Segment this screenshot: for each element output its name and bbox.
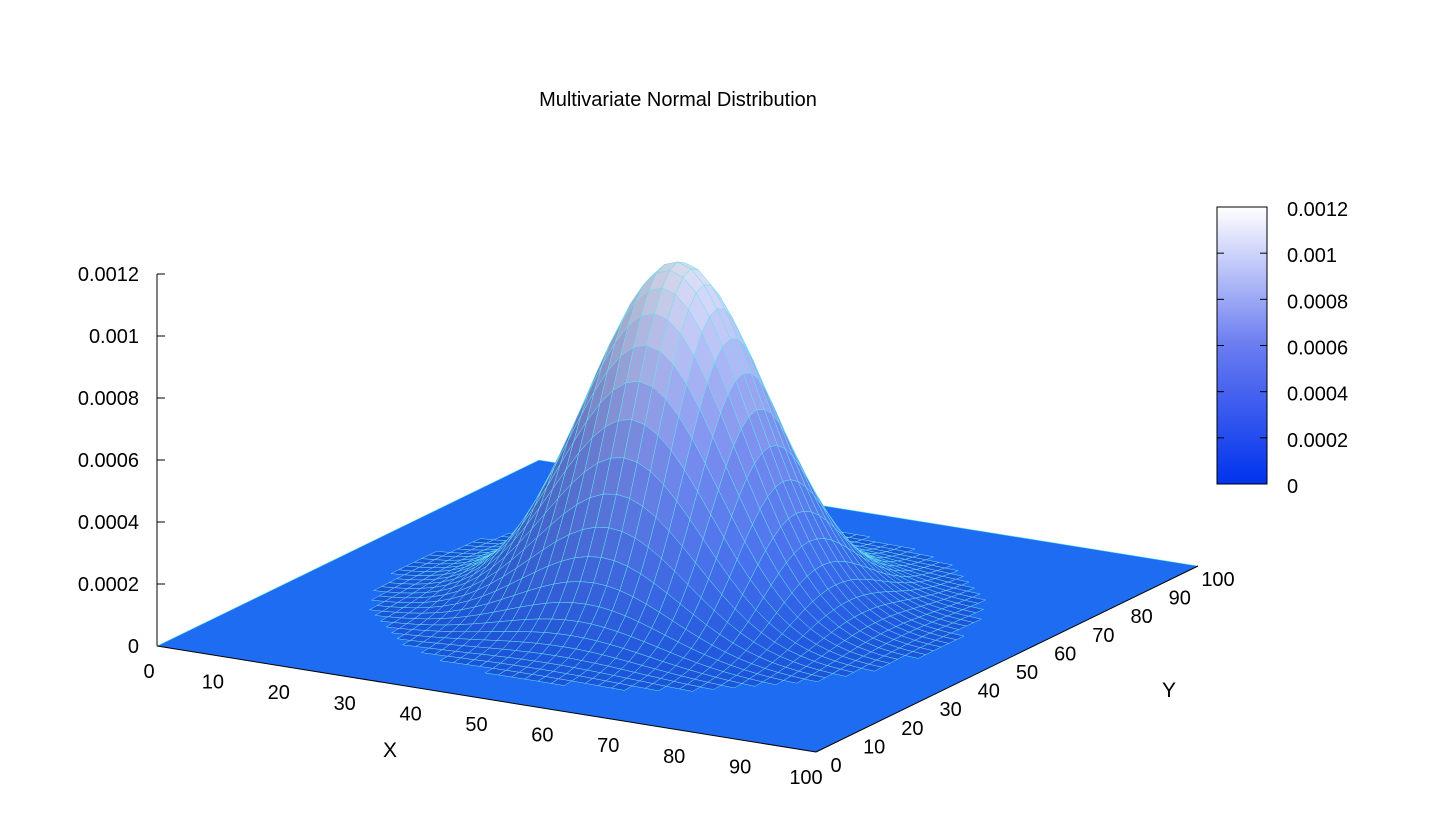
colorbar-tick-label: 0.0004 [1287, 384, 1348, 406]
z-tick-label: 0.0006 [78, 450, 139, 472]
y-axis: 0 10 20 30 40 50 60 70 80 90 100 [815, 565, 1235, 777]
x-tick-label: 0 [143, 661, 154, 683]
surface-cell [644, 683, 667, 692]
z-tick-label: 0.001 [89, 326, 139, 348]
z-tick-label: 0 [128, 636, 139, 658]
colorbar-tick-label: 0.0012 [1287, 199, 1348, 221]
surface-cell [782, 675, 805, 684]
y-tick-label: 30 [939, 699, 961, 721]
z-axis: 0 0.0002 0.0004 0.0006 0.0008 0.001 0.0012 [78, 264, 165, 658]
x-axis-line [156, 645, 817, 753]
y-tick-label: 0 [830, 755, 841, 777]
z-tick-label: 0.0008 [78, 388, 139, 410]
y-tick-label: 20 [901, 718, 923, 740]
colorbar-tick-label: 0.0006 [1287, 338, 1348, 360]
x-tick-label: 80 [663, 746, 685, 768]
x-tick-label: 70 [597, 735, 619, 757]
surface-cell [720, 680, 743, 689]
y-tick-label: 70 [1092, 625, 1114, 647]
x-tick-label: 20 [268, 682, 290, 704]
surface-cell [610, 683, 633, 691]
x-tick-label: 100 [789, 767, 822, 789]
colorbar-tick-label: 0.001 [1287, 245, 1337, 267]
y-axis-label: Y [1162, 679, 1176, 702]
y-axis-line [815, 565, 1199, 753]
colorbar-tick-label: 0.0002 [1287, 430, 1348, 452]
surface-cell [860, 663, 883, 672]
surface-mesh [156, 261, 1199, 753]
y-tick-label: 40 [978, 681, 1000, 703]
x-axis: 0 10 20 30 40 50 60 70 80 90 100 [143, 645, 823, 789]
surface-cell [678, 684, 701, 692]
surface-cell [762, 677, 785, 685]
surface-cell [803, 674, 826, 683]
colorbar-gradient [1216, 206, 1268, 485]
colorbar-tick-label: 0 [1287, 476, 1298, 498]
y-tick-label: 50 [1016, 662, 1038, 684]
y-tick-label: 60 [1054, 643, 1076, 665]
x-tick-label: 10 [202, 672, 224, 694]
surface-cell [741, 678, 764, 687]
x-axis-label: X [383, 739, 397, 762]
x-tick-label: 40 [399, 703, 421, 725]
z-tick-label: 0.0012 [78, 264, 139, 286]
surface-cell [550, 678, 573, 686]
y-tick-label: 90 [1169, 588, 1191, 610]
x-tick-label: 50 [465, 714, 487, 736]
x-tick-label: 30 [334, 693, 356, 715]
y-tick-label: 10 [863, 736, 885, 758]
x-tick-label: 60 [531, 725, 553, 747]
surface-cell [832, 668, 855, 677]
chart-title: Multivariate Normal Distribution [539, 89, 817, 111]
surface-cell [699, 682, 722, 690]
colorbar: 0 0.0002 0.0004 0.0006 0.0008 0.001 0.0012 [1216, 199, 1348, 498]
y-tick-label: 100 [1201, 569, 1234, 591]
y-tick-label: 80 [1130, 606, 1152, 628]
surface-cell [904, 651, 927, 659]
z-tick-label: 0.0002 [78, 574, 139, 596]
x-tick-label: 90 [729, 756, 751, 778]
z-tick-label: 0.0004 [78, 512, 139, 534]
colorbar-tick-label: 0.0008 [1287, 291, 1348, 313]
